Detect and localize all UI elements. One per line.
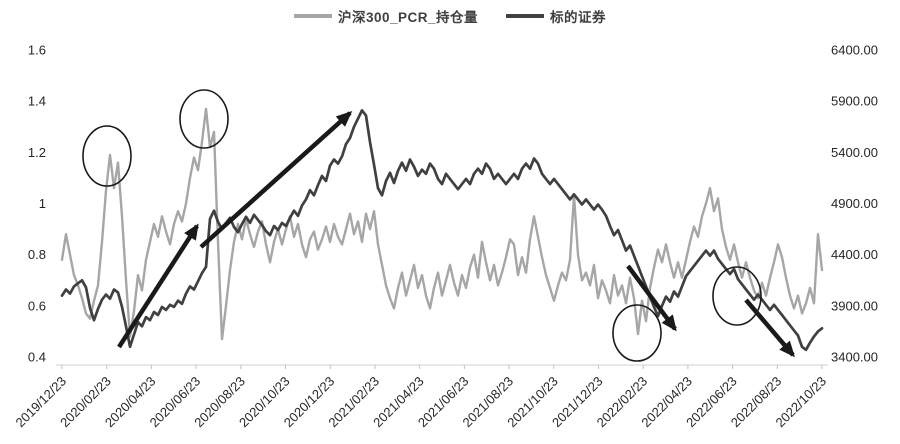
y-axis-tick-right: 5900.00: [831, 94, 878, 109]
y-axis-tick-left: 0.6: [28, 298, 46, 313]
y-axis-tick-left: 1.2: [28, 145, 46, 160]
underlying-line: [60, 109, 824, 352]
y-axis-tick-left: 0.8: [28, 247, 46, 262]
y-axis-tick-right: 5400.00: [831, 145, 878, 160]
chart-legend: 沪深300_PCR_持仓量 标的证券: [0, 6, 900, 26]
trend-arrow: [117, 223, 199, 349]
annotation-circle: [612, 304, 662, 362]
annotation-circle: [179, 89, 229, 149]
underlying-legend-label: 标的证券: [550, 10, 607, 25]
y-axis-tick-left: 0.4: [28, 350, 46, 365]
pcr-legend-label: 沪深300_PCR_持仓量: [337, 10, 479, 25]
y-axis-tick-left: 1: [39, 196, 46, 211]
y-axis-tick-right: 3900.00: [831, 298, 878, 313]
trend-arrow: [744, 298, 795, 358]
y-axis-tick-left: 1.6: [28, 43, 46, 58]
y-axis-tick-right: 3400.00: [831, 350, 878, 365]
trend-arrow: [199, 110, 353, 249]
pcr-line: [60, 107, 824, 341]
y-axis-tick-left: 1.4: [28, 94, 46, 109]
y-axis-tick-right: 6400.00: [831, 43, 878, 58]
pcr-line-swatch: [293, 14, 332, 18]
legend-item-pcr: 沪深300_PCR_持仓量: [293, 6, 479, 26]
trend-arrow: [626, 264, 677, 332]
legend-item-underlying: 标的证券: [506, 6, 606, 26]
y-axis-tick-right: 4400.00: [831, 247, 878, 262]
y-axis-tick-right: 4900.00: [831, 196, 878, 211]
underlying-line-swatch: [506, 14, 545, 18]
annotation-circle: [82, 125, 132, 187]
annotation-circle: [712, 266, 762, 326]
